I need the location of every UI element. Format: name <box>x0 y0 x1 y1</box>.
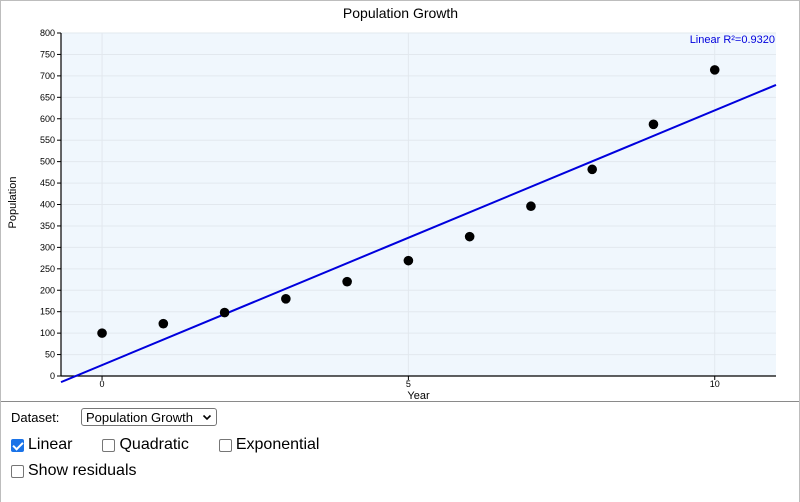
y-tick-label: 0 <box>50 371 55 381</box>
show-residuals-option[interactable]: Show residuals <box>11 462 137 480</box>
dataset-select[interactable]: Population Growth <box>81 408 217 426</box>
y-tick-label: 150 <box>40 307 55 317</box>
y-tick-label: 700 <box>40 71 55 81</box>
y-tick-label: 800 <box>40 28 55 38</box>
data-point <box>403 255 414 266</box>
exponential-checkbox[interactable] <box>218 438 232 452</box>
fit-r2-label: Linear R²=0.9320 <box>690 34 775 46</box>
exponential-label: Exponential <box>235 436 320 453</box>
scatter-chart: 0501001502002503003504004505005506006507… <box>7 5 777 401</box>
chart-area: 0 50 100 150 200 250 300 350 400 450 500 550 600 650 7… <box>1 1 799 401</box>
y-tick-label: 400 <box>40 200 55 210</box>
show-residuals-label: Show residuals <box>28 462 137 479</box>
y-tick-label: 750 <box>40 49 55 59</box>
exponential-option[interactable]: Exponential <box>218 436 320 454</box>
x-tick-label: 10 <box>710 379 720 389</box>
y-axis-label: Population <box>7 177 19 229</box>
y-tick-label: 450 <box>40 178 55 188</box>
y-tick-label: 300 <box>40 242 55 252</box>
quadratic-option[interactable]: Quadratic <box>102 436 189 454</box>
chart-title: Population Growth <box>343 5 458 21</box>
fit-options-row: Linear Quadratic Exponential <box>11 436 349 454</box>
y-tick-label: 50 <box>45 350 55 360</box>
y-tick-label: 100 <box>40 328 55 338</box>
show-residuals-checkbox[interactable] <box>11 464 24 478</box>
data-point <box>281 294 291 304</box>
data-point <box>587 164 597 175</box>
y-tick-label: 600 <box>40 114 55 124</box>
y-tick-label: 350 <box>40 221 55 231</box>
chevron-down-icon <box>202 414 212 421</box>
y-tick-label: 650 <box>40 92 55 102</box>
data-point <box>526 201 536 212</box>
data-point <box>342 276 352 287</box>
controls-panel: Dataset: Population Growth Linear Quadra… <box>1 401 799 502</box>
data-point <box>464 231 475 242</box>
y-tick-label: 200 <box>40 285 55 295</box>
y-tick-label: 500 <box>40 157 55 167</box>
data-point <box>219 307 230 318</box>
y-tick-label: 550 <box>40 135 55 145</box>
quadratic-label: Quadratic <box>119 436 189 453</box>
data-point <box>648 119 659 130</box>
dataset-row: Dataset: Population Growth <box>11 408 217 426</box>
linear-option[interactable]: Linear <box>11 436 72 454</box>
data-point <box>97 328 107 338</box>
x-axis-label: Year <box>407 390 430 401</box>
y-tick-label: 250 <box>40 264 55 274</box>
x-tick-label: 0 <box>100 379 105 389</box>
dataset-label: Dataset: <box>11 409 60 425</box>
x-tick-label: 5 <box>406 379 411 389</box>
linear-label: Linear <box>28 436 73 453</box>
dataset-select-value: Population Growth <box>86 409 193 425</box>
data-point <box>158 318 169 329</box>
data-point <box>709 65 720 75</box>
residuals-row: Show residuals <box>11 462 167 480</box>
linear-checkbox[interactable] <box>11 438 24 452</box>
linear-fit-line <box>60 83 777 384</box>
quadratic-checkbox[interactable] <box>102 438 116 452</box>
